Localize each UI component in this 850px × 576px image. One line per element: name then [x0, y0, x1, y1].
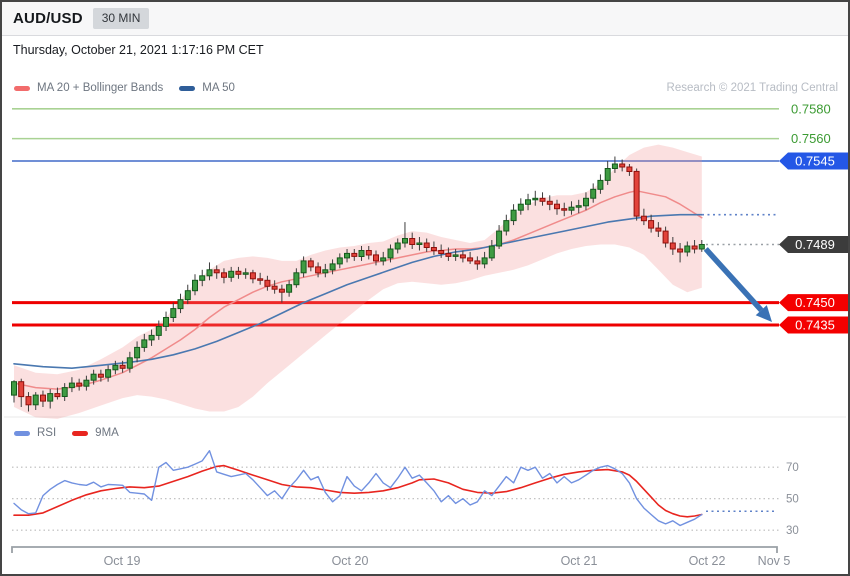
legend-9ma-label: 9MA — [95, 427, 119, 439]
legend-rsi-label: RSI — [37, 427, 57, 439]
price-tag-0.7489 — [779, 235, 848, 253]
x-axis-label-Oct-21: Oct 21 — [561, 554, 598, 568]
price-tag-label-0.7545: 0.7545 — [795, 154, 835, 169]
ma50-legend-swatch — [179, 85, 196, 91]
rsi-9ma-line — [13, 464, 703, 518]
forecast-arrow-head — [755, 305, 772, 322]
legend-rsi-item: RSI — [14, 427, 56, 439]
forecast-arrow-shaft — [703, 247, 764, 313]
research-credit: Research © 2021 Trading Central — [666, 82, 838, 94]
price-tag-0.7545 — [779, 152, 848, 170]
legend-9ma-item: 9MA — [72, 427, 119, 439]
price-label-0.7580: 0.7580 — [791, 101, 831, 116]
pair-title: AUD/USD — [13, 10, 83, 27]
rsi-tick-label-50: 50 — [786, 494, 799, 506]
x-axis-label-Oct-20: Oct 20 — [332, 554, 369, 568]
price-tag-label-0.7435: 0.7435 — [795, 318, 835, 333]
x-axis-label-Oct-19: Oct 19 — [104, 554, 141, 568]
rsi-legend-swatch — [14, 430, 30, 436]
price-label-0.7560: 0.7560 — [791, 131, 831, 146]
price-tag-label-0.7450: 0.7450 — [795, 295, 835, 310]
price-tag-0.7450 — [779, 294, 848, 312]
legend-ma50-label: MA 50 — [202, 82, 235, 94]
legend-ma20-label: MA 20 + Bollinger Bands — [37, 82, 164, 94]
ma20-legend-swatch — [14, 85, 30, 91]
timeframe-badge: 30 MIN — [92, 8, 150, 29]
x-axis-label-Oct-22: Oct 22 — [689, 554, 726, 568]
window-header: AUD/USD 30 MIN — [2, 2, 848, 36]
x-axis-label-Nov-5: Nov 5 — [758, 554, 791, 568]
datetime-label: Thursday, October 21, 2021 1:17:16 PM CE… — [13, 43, 264, 57]
main-chart-legend: MA 20 + Bollinger Bands MA 50 — [14, 82, 235, 94]
x-axis-line — [11, 546, 778, 553]
rsi-tick-label-30: 30 — [786, 525, 799, 537]
legend-ma20-bollinger: MA 20 + Bollinger Bands — [14, 82, 163, 94]
rsi-legend: RSI 9MA — [14, 427, 119, 439]
price-tag-0.7435 — [779, 316, 848, 334]
price-tag-label-0.7489: 0.7489 — [795, 237, 835, 252]
ma50-line — [13, 213, 703, 369]
rsi-9ma-legend-swatch — [72, 430, 89, 436]
legend-ma50: MA 50 — [179, 82, 235, 94]
candles-layer — [11, 156, 705, 412]
rsi-tick-label-70: 70 — [786, 462, 799, 474]
rsi-line — [13, 450, 703, 527]
